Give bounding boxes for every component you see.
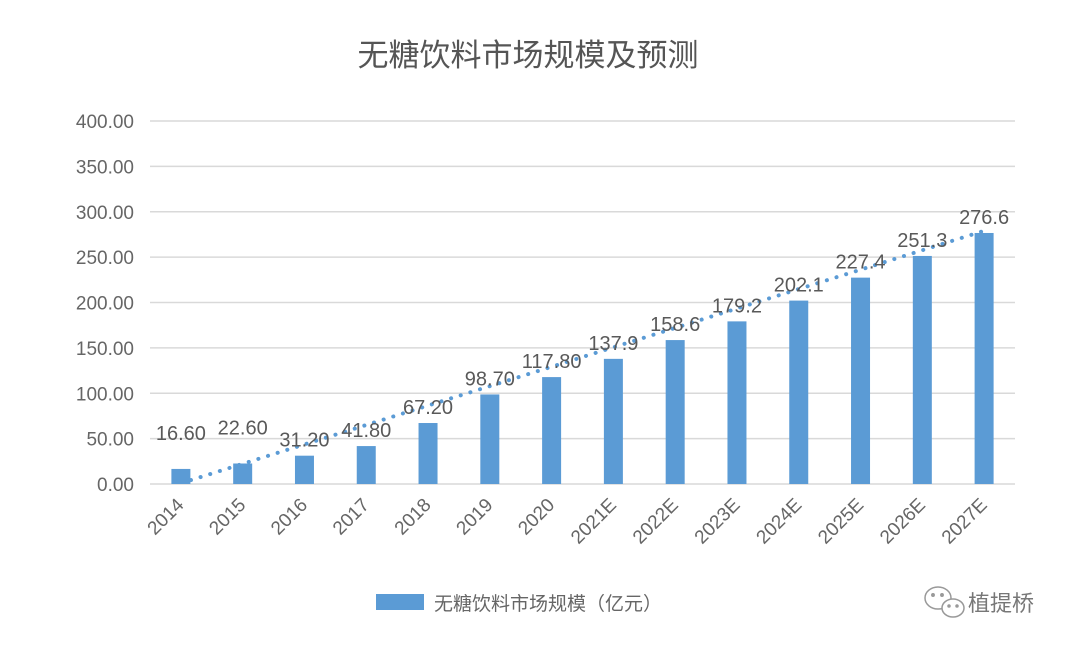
data-label: 179.2 [712,295,762,317]
data-label: 16.60 [156,423,206,445]
bar [974,232,994,484]
bar [480,394,500,484]
data-labels: 16.60 22.60 31.20 41.80 67.20 98.70 117.80 137.… [156,207,1009,452]
y-tick-label: 250.00 [76,248,134,269]
x-tick-label: 2021E [567,495,621,549]
data-label: 22.60 [218,417,268,439]
legend-label: 无糖饮料市场规模（亿元） [434,593,662,615]
y-tick-label: 300.00 [76,203,134,224]
y-tick-label: 350.00 [76,157,134,178]
bar [789,300,809,484]
data-label: 251.3 [897,230,947,252]
data-label: 31.20 [279,430,329,452]
x-tick-label: 2024E [753,495,807,549]
wechat-icon [924,586,965,618]
data-label: 137.9 [588,333,638,355]
data-label: 67.20 [403,397,453,419]
y-tick-label: 50.00 [86,430,134,451]
data-label: 202.1 [774,275,824,297]
y-tick-label: 400.00 [76,112,134,133]
watermark-text: 植提桥 [968,592,1034,617]
bar [851,277,871,484]
bar [542,377,562,484]
y-tick-label: 150.00 [76,339,134,360]
bars [171,232,994,484]
trendline [188,228,987,483]
legend-swatch [376,594,424,610]
y-tick-label: 200.00 [76,294,134,315]
bar [294,455,314,484]
x-tick-label: 2026E [876,495,930,549]
data-label: 41.80 [341,420,391,442]
chart-title: 无糖饮料市场规模及预测 [358,38,699,74]
gridlines [150,120,1015,485]
x-tick-label: 2022E [629,495,683,549]
trendline-line [188,228,987,483]
data-label: 276.6 [959,207,1009,229]
data-label: 98.70 [465,368,515,390]
x-tick-label: 2016 [267,495,312,540]
bar [356,446,376,484]
x-axis-ticks: 2014 2015 2016 2017 2018 2019 2020 2021E 2022E 20… [144,494,992,548]
bar [912,255,932,484]
bar [665,340,685,484]
x-tick-label: 2017 [329,495,374,540]
bar [603,358,623,484]
x-tick-label: 2015 [205,495,250,540]
x-tick-label: 2025E [814,495,868,549]
data-label: 117.80 [522,351,582,373]
x-tick-label: 2027E [938,495,992,549]
bar [233,463,253,484]
data-label: 158.6 [650,314,700,336]
x-tick-label: 2020 [514,495,559,540]
y-tick-label: 100.00 [76,384,134,405]
legend: 无糖饮料市场规模（亿元） [376,593,662,615]
bar [171,468,191,484]
x-tick-label: 2018 [391,495,436,540]
y-tick-label: 0.00 [97,475,134,496]
data-label: 227.4 [836,252,886,274]
bar [418,423,438,484]
x-tick-label: 2019 [453,495,498,540]
x-tick-label: 2023E [691,495,745,549]
bar [727,321,747,484]
y-axis-ticks: 0.00 50.00 100.00 150.00 200.00 250.00 300.00 3… [76,112,134,496]
x-tick-label: 2014 [144,494,189,539]
watermark: 植提桥 [924,586,1034,618]
